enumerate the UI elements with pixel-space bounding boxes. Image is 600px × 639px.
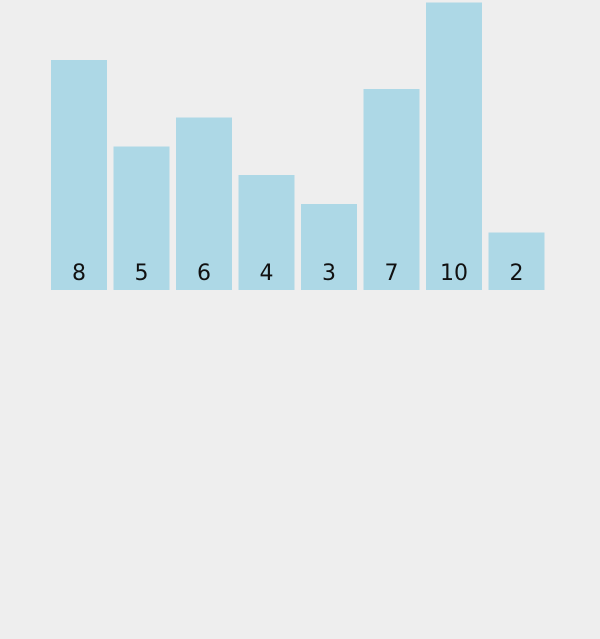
labels-layer: 8 5 6 4 3 7 10 2 — [72, 261, 524, 286]
bar-value-label-6: 7 — [385, 261, 399, 286]
bar-value-label-7: 10 — [440, 261, 468, 286]
bar-value-label-8: 2 — [510, 261, 524, 286]
bar-1 — [51, 60, 107, 290]
bar-value-label-2: 5 — [135, 261, 149, 286]
bar-2 — [113, 146, 170, 291]
bar-value-label-1: 8 — [72, 261, 86, 286]
bar-value-label-5: 3 — [322, 261, 336, 286]
bar-value-label-3: 6 — [197, 261, 211, 286]
bar-4 — [238, 175, 295, 290]
bar-5 — [301, 203, 357, 291]
bar-value-label-4: 4 — [260, 261, 274, 286]
bar-8 — [488, 232, 545, 290]
bars-layer — [51, 2, 545, 291]
bar-7 — [426, 2, 482, 290]
bar-6 — [363, 88, 420, 291]
bar-3 — [176, 117, 232, 290]
